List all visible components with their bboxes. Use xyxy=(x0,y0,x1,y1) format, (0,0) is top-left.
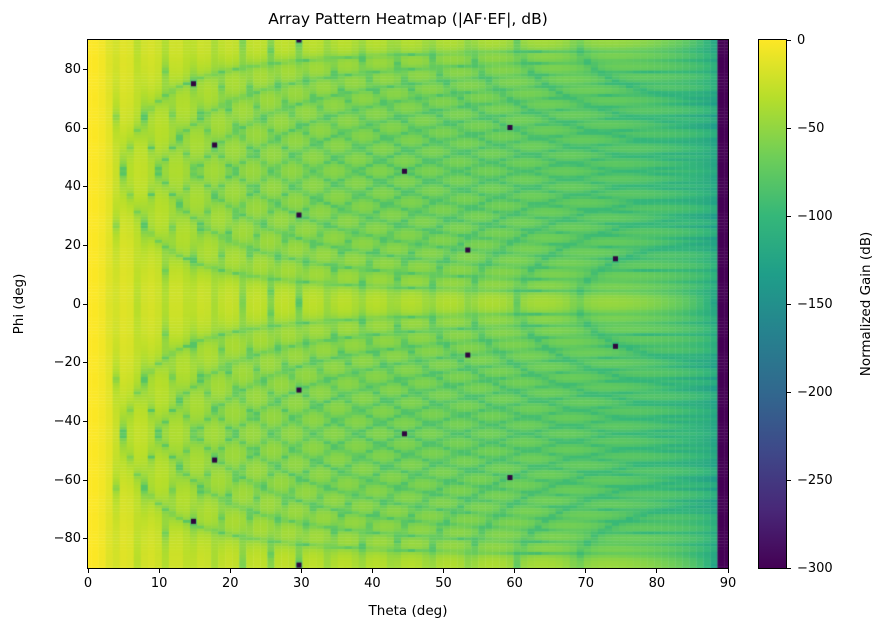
y-tick-label: −60 xyxy=(53,472,81,488)
x-axis-label: Theta (deg) xyxy=(368,603,448,619)
y-tick-label: −80 xyxy=(53,531,81,547)
colorbar-tick-label: −300 xyxy=(797,560,833,576)
x-tick-label: 60 xyxy=(506,576,523,591)
heatmap-canvas xyxy=(88,40,728,568)
x-tick-mark xyxy=(727,569,729,573)
y-tick-mark xyxy=(83,362,87,364)
y-axis-label: Phi (deg) xyxy=(11,273,27,335)
x-tick-label: 40 xyxy=(364,576,381,591)
x-tick-mark xyxy=(158,569,160,573)
colorbar-tick-label: −200 xyxy=(797,384,833,400)
colorbar-border xyxy=(758,39,787,569)
x-tick-mark xyxy=(514,569,516,573)
x-tick-mark xyxy=(656,569,658,573)
y-tick-mark xyxy=(83,538,87,540)
y-tick-mark xyxy=(83,479,87,481)
y-tick-mark xyxy=(83,244,87,246)
x-tick-mark xyxy=(87,569,89,573)
y-tick-mark xyxy=(83,303,87,305)
x-tick-mark xyxy=(371,569,373,573)
plot-border xyxy=(87,39,729,569)
x-tick-label: 70 xyxy=(577,576,595,591)
colorbar-tick-mark xyxy=(787,39,791,41)
x-tick-mark xyxy=(300,569,302,573)
colorbar-label: Normalized Gain (dB) xyxy=(858,231,874,377)
colorbar-tick-label: −250 xyxy=(797,472,833,488)
x-tick-label: 0 xyxy=(83,576,93,591)
x-tick-mark xyxy=(443,569,445,573)
x-tick-label: 30 xyxy=(293,576,310,591)
x-tick-label: 10 xyxy=(150,576,168,591)
x-tick-mark xyxy=(585,569,587,573)
colorbar-tick-label: −100 xyxy=(797,208,833,224)
y-tick-mark xyxy=(83,68,87,70)
y-tick-mark xyxy=(83,420,87,422)
colorbar-gradient xyxy=(759,40,786,568)
x-tick-mark xyxy=(229,569,231,573)
x-tick-label: 50 xyxy=(435,576,452,591)
colorbar-tick-mark xyxy=(787,215,791,217)
colorbar-tick-label: −50 xyxy=(797,120,825,136)
colorbar-tick-mark xyxy=(787,303,791,305)
x-tick-label: 20 xyxy=(221,576,239,591)
colorbar-tick-mark xyxy=(787,127,791,129)
colorbar-tick-mark xyxy=(787,391,791,393)
chart-title: Array Pattern Heatmap (|AF·EF|, dB) xyxy=(268,10,548,28)
colorbar-tick-mark xyxy=(787,479,791,481)
y-tick-mark xyxy=(83,127,87,129)
y-tick-label: −20 xyxy=(53,355,81,371)
colorbar-tick-mark xyxy=(787,567,791,569)
x-tick-label: 90 xyxy=(719,576,737,591)
y-tick-mark xyxy=(83,186,87,188)
x-tick-label: 80 xyxy=(648,576,666,591)
colorbar-tick-label: 0 xyxy=(797,32,806,48)
y-tick-label: 60 xyxy=(64,120,81,136)
y-tick-label: 0 xyxy=(72,296,81,312)
y-tick-label: 80 xyxy=(64,61,81,77)
y-tick-label: 40 xyxy=(64,179,81,195)
colorbar-tick-label: −150 xyxy=(797,296,833,312)
y-tick-label: −40 xyxy=(53,413,81,429)
y-tick-label: 20 xyxy=(64,237,81,253)
